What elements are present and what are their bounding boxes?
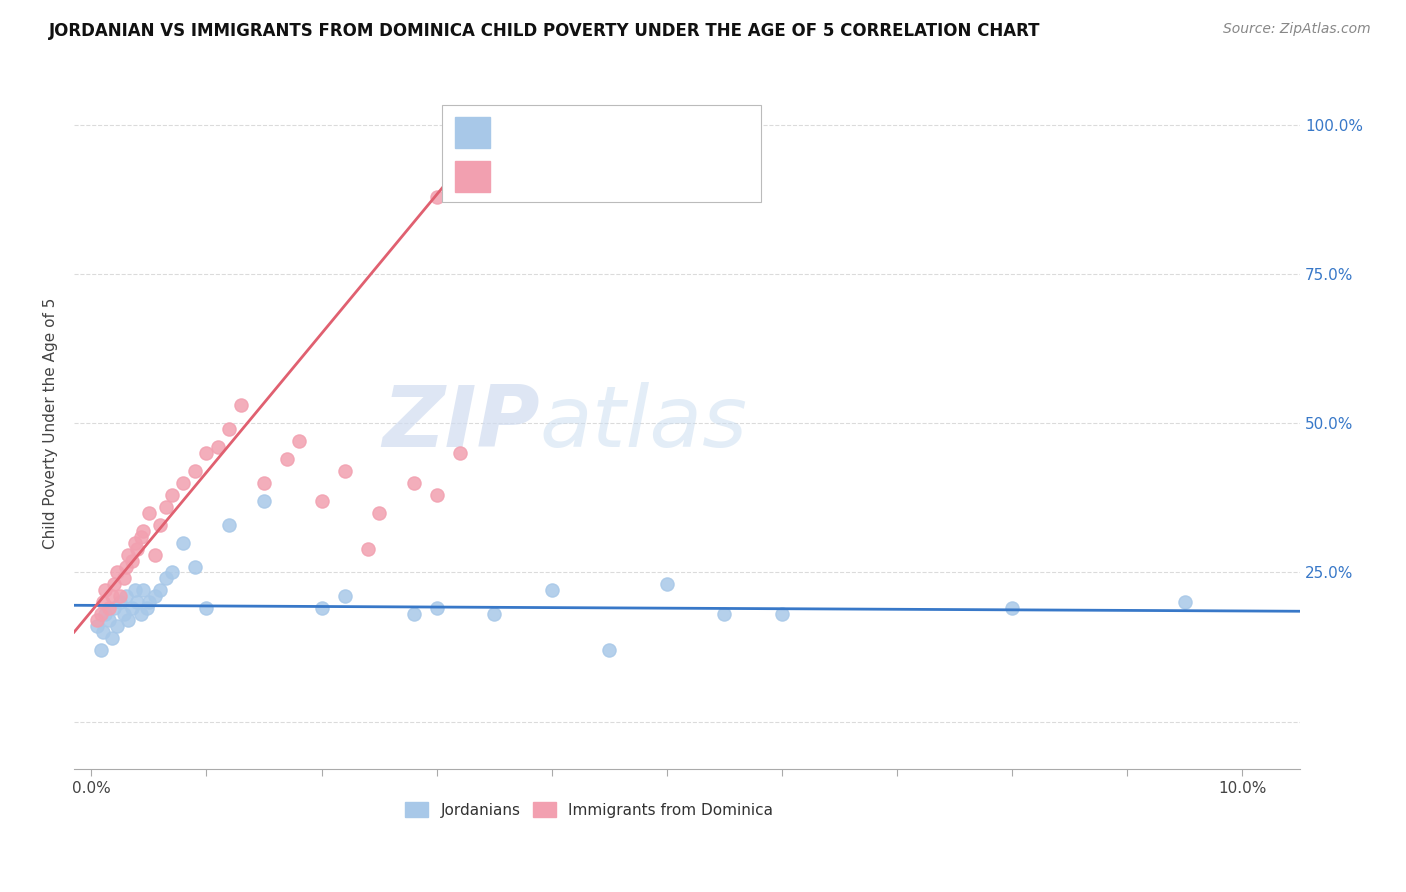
Text: Source: ZipAtlas.com: Source: ZipAtlas.com [1223, 22, 1371, 37]
Point [1001, 601, 1024, 615]
Point [218, 422, 240, 436]
Point [117, 548, 139, 562]
Point [172, 475, 194, 490]
Point [90, 607, 112, 622]
Point [97, 613, 120, 627]
Point [333, 464, 356, 478]
Point [426, 190, 449, 204]
Point [713, 607, 735, 622]
Text: JORDANIAN VS IMMIGRANTS FROM DOMINICA CHILD POVERTY UNDER THE AGE OF 5 CORRELATI: JORDANIAN VS IMMIGRANTS FROM DOMINICA CH… [49, 22, 1040, 40]
Point [253, 475, 276, 490]
Point [129, 530, 152, 544]
Point [160, 566, 183, 580]
Point [426, 488, 449, 502]
Point [143, 548, 166, 562]
Point [333, 590, 356, 604]
Point [121, 553, 143, 567]
Point [287, 434, 309, 449]
Y-axis label: Child Poverty Under the Age of 5: Child Poverty Under the Age of 5 [44, 298, 58, 549]
Point [124, 583, 146, 598]
Point [276, 452, 298, 467]
Point [655, 577, 678, 591]
Point [160, 488, 183, 502]
Point [143, 590, 166, 604]
Point [449, 446, 471, 460]
Point [149, 517, 172, 532]
Point [770, 607, 793, 622]
Point [103, 601, 125, 615]
Point [127, 541, 149, 556]
Point [598, 643, 620, 657]
Point [207, 440, 229, 454]
Point [115, 559, 138, 574]
Point [356, 541, 378, 556]
Point [121, 601, 143, 615]
Text: 10.0%: 10.0% [1218, 781, 1267, 797]
Point [402, 475, 425, 490]
Point [484, 607, 506, 622]
Point [117, 613, 139, 627]
Point [149, 583, 172, 598]
Text: 0.0%: 0.0% [72, 781, 111, 797]
Point [138, 506, 160, 520]
Point [90, 643, 112, 657]
Point [132, 583, 155, 598]
Point [311, 601, 333, 615]
Point [101, 631, 124, 645]
Point [1174, 595, 1197, 609]
Point [229, 399, 252, 413]
Point [108, 590, 131, 604]
Point [155, 500, 177, 514]
Point [115, 590, 138, 604]
Point [103, 577, 125, 591]
Point [112, 571, 135, 585]
Point [105, 566, 128, 580]
Point [94, 607, 117, 622]
Point [86, 619, 108, 633]
Point [138, 595, 160, 609]
Legend: Jordanians, Immigrants from Dominica: Jordanians, Immigrants from Dominica [399, 796, 779, 824]
Point [184, 559, 207, 574]
Point [127, 595, 149, 609]
Point [311, 494, 333, 508]
Point [124, 535, 146, 549]
Point [195, 601, 218, 615]
Point [108, 595, 131, 609]
Point [112, 607, 135, 622]
Point [101, 590, 124, 604]
Point [132, 524, 155, 538]
Point [184, 464, 207, 478]
Point [97, 601, 120, 615]
Point [218, 517, 240, 532]
Point [86, 613, 108, 627]
Point [426, 601, 449, 615]
Point [135, 601, 157, 615]
Point [172, 535, 194, 549]
Point [402, 607, 425, 622]
Point [91, 625, 114, 640]
Point [129, 607, 152, 622]
Point [540, 583, 562, 598]
Text: ZIP: ZIP [382, 382, 540, 465]
Point [94, 583, 117, 598]
Text: atlas: atlas [540, 382, 748, 465]
Point [253, 494, 276, 508]
Point [155, 571, 177, 585]
Point [195, 446, 218, 460]
Point [368, 506, 391, 520]
Point [105, 619, 128, 633]
Point [91, 595, 114, 609]
